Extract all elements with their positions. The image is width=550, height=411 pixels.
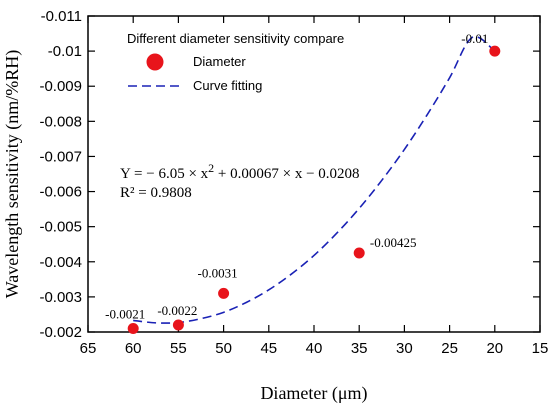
- x-axis: 65 60 55 50 45 40 35 30 25 20 15: [80, 16, 549, 357]
- x-tick-label: 20: [486, 340, 503, 357]
- x-tick-label: 55: [170, 340, 187, 357]
- diameter-series: [127, 45, 501, 334]
- x-tick-label: 30: [396, 340, 413, 357]
- y-tick-label: -0.01: [48, 43, 82, 60]
- y-tick-label: -0.004: [39, 254, 82, 271]
- data-label: -0.0022: [157, 303, 197, 318]
- legend-marker-diameter: [146, 53, 164, 71]
- data-point: [127, 322, 139, 334]
- data-label: -0.0031: [198, 265, 238, 280]
- legend-label-diameter: Diameter: [193, 54, 246, 69]
- legend-label-curve: Curve fitting: [193, 78, 262, 93]
- x-tick-label: 40: [306, 340, 323, 357]
- legend: Different diameter sensitivity compare D…: [127, 31, 344, 93]
- x-axis-title: Diameter (μm): [260, 383, 367, 404]
- y-axis: -0.011 -0.01 -0.009 -0.008 -0.007 -0.006 -0.00…: [39, 8, 540, 341]
- y-tick-label: -0.003: [39, 289, 82, 306]
- equation-annotation: Y = − 6.05 × x2 + 0.00067 × x − 0.0208 R…: [120, 161, 360, 201]
- y-tick-label: -0.006: [39, 184, 82, 201]
- y-tick-label: -0.009: [39, 78, 82, 95]
- data-label: -0.0021: [105, 306, 145, 321]
- fit-equation: Y = − 6.05 × x2 + 0.00067 × x − 0.0208: [120, 161, 360, 182]
- data-label: -0.01: [461, 31, 488, 46]
- data-label: -0.00425: [370, 235, 417, 250]
- y-tick-label: -0.011: [41, 8, 82, 25]
- y-tick-label: -0.008: [39, 113, 82, 130]
- y-tick-label: -0.005: [39, 219, 82, 236]
- x-tick-label: 60: [125, 340, 142, 357]
- y-axis-title: Wavelength sensitivity (nm/%RH): [2, 50, 23, 299]
- data-point: [353, 247, 365, 259]
- data-point: [489, 45, 501, 57]
- x-tick-label: 50: [215, 340, 232, 357]
- curve-fitting-line: [133, 35, 496, 324]
- x-tick-label: 65: [80, 340, 97, 357]
- x-tick-label: 35: [351, 340, 368, 357]
- r-squared: R² = 0.9808: [120, 185, 192, 201]
- y-tick-label: -0.002: [39, 324, 82, 341]
- legend-title: Different diameter sensitivity compare: [127, 31, 344, 46]
- x-tick-label: 25: [441, 340, 458, 357]
- data-point: [218, 287, 230, 299]
- y-tick-label: -0.007: [39, 148, 82, 165]
- data-labels: -0.0021 -0.0022 -0.0031 -0.00425 -0.01: [105, 31, 488, 321]
- curve-fitting-series: [133, 35, 496, 324]
- x-tick-label: 45: [260, 340, 277, 357]
- x-tick-label: 15: [532, 340, 549, 357]
- data-point: [172, 319, 184, 331]
